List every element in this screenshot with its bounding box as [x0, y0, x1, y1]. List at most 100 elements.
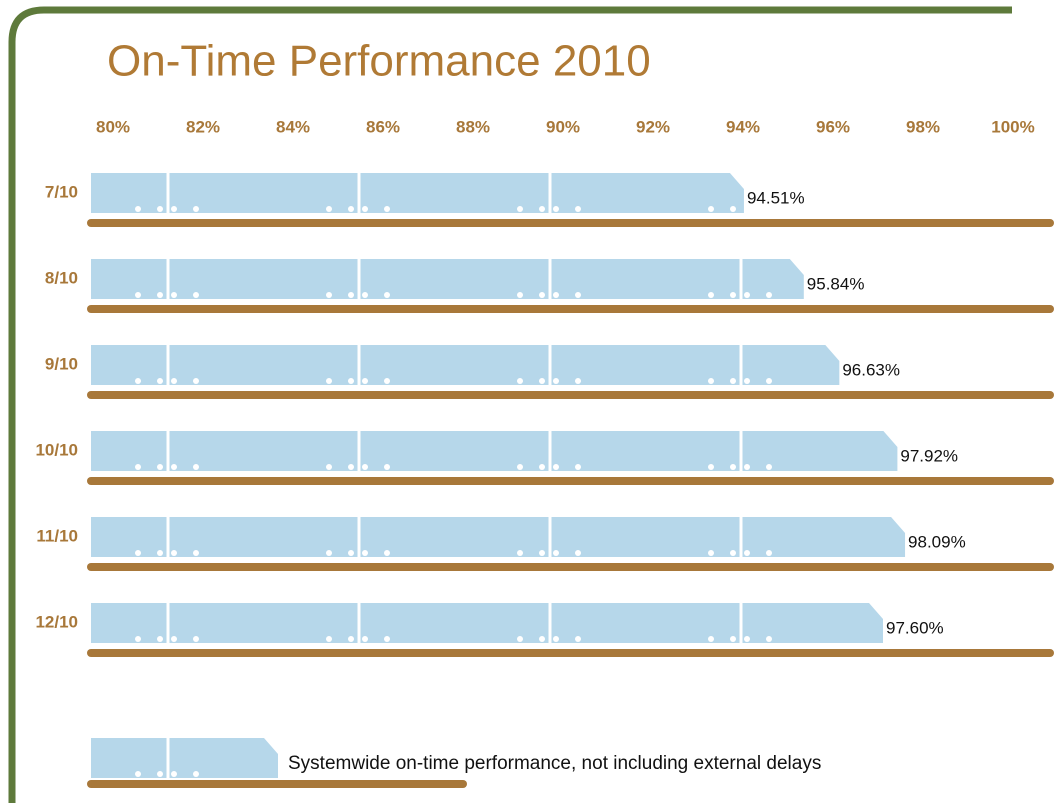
wheel	[326, 636, 332, 642]
wheel	[539, 292, 545, 298]
x-tick-label: 86%	[366, 117, 400, 136]
wheel	[362, 636, 368, 642]
wheel	[157, 636, 163, 642]
wheel	[193, 292, 199, 298]
x-tick-label: 80%	[96, 117, 130, 136]
legend-label: Systemwide on-time performance, not incl…	[288, 753, 821, 774]
value-label: 97.60%	[886, 618, 944, 637]
wheel	[575, 636, 581, 642]
wheel	[135, 206, 141, 212]
wheel	[171, 636, 177, 642]
wheel	[171, 771, 177, 777]
wheel	[362, 292, 368, 298]
value-label: 94.51%	[747, 188, 805, 207]
wheel	[575, 378, 581, 384]
wheel	[708, 550, 714, 556]
wheel	[193, 378, 199, 384]
wheel	[384, 636, 390, 642]
wheel	[517, 378, 523, 384]
wheel	[171, 292, 177, 298]
wheel	[539, 206, 545, 212]
wheel	[744, 464, 750, 470]
wheel	[766, 636, 772, 642]
wheel	[517, 292, 523, 298]
wheel	[575, 550, 581, 556]
category-label: 10/10	[35, 440, 78, 459]
wheel	[730, 206, 736, 212]
wheel	[326, 464, 332, 470]
bar	[91, 345, 839, 385]
x-tick-label: 94%	[726, 117, 760, 136]
chart: On-Time Performance 2010 80%82%84%86%88%…	[0, 0, 1061, 803]
wheel	[157, 206, 163, 212]
wheel	[193, 206, 199, 212]
wheel	[193, 550, 199, 556]
wheel	[348, 378, 354, 384]
wheel	[553, 464, 559, 470]
wheel	[348, 550, 354, 556]
value-label: 96.63%	[842, 360, 900, 379]
chart-title: On-Time Performance 2010	[107, 37, 651, 86]
wheel	[744, 550, 750, 556]
wheel	[766, 464, 772, 470]
x-tick-label: 100%	[991, 117, 1034, 136]
wheel	[171, 378, 177, 384]
bar	[91, 173, 744, 213]
category-label: 12/10	[35, 612, 78, 631]
frame	[12, 10, 1012, 803]
wheel	[517, 464, 523, 470]
wheel	[575, 206, 581, 212]
wheel	[348, 636, 354, 642]
x-tick-label: 84%	[276, 117, 310, 136]
wheel	[539, 636, 545, 642]
wheel	[553, 550, 559, 556]
wheel	[157, 378, 163, 384]
wheel	[326, 378, 332, 384]
wheel	[135, 292, 141, 298]
wheel	[193, 636, 199, 642]
wheel	[708, 636, 714, 642]
wheel	[730, 292, 736, 298]
wheel	[135, 771, 141, 777]
wheel	[157, 292, 163, 298]
wheel	[326, 550, 332, 556]
x-tick-label: 96%	[816, 117, 850, 136]
wheel	[766, 378, 772, 384]
value-label: 98.09%	[908, 532, 966, 551]
wheel	[348, 292, 354, 298]
wheel	[744, 378, 750, 384]
bar	[91, 431, 897, 471]
wheel	[171, 550, 177, 556]
wheel	[171, 206, 177, 212]
wheel	[384, 206, 390, 212]
wheel	[553, 636, 559, 642]
wheel	[135, 550, 141, 556]
wheel	[553, 378, 559, 384]
wheel	[744, 292, 750, 298]
category-label: 9/10	[45, 354, 78, 373]
wheel	[348, 206, 354, 212]
wheel	[384, 378, 390, 384]
wheel	[539, 464, 545, 470]
category-label: 7/10	[45, 182, 78, 201]
wheel	[384, 292, 390, 298]
wheel	[708, 292, 714, 298]
wheel	[730, 636, 736, 642]
wheel	[193, 464, 199, 470]
x-tick-label: 88%	[456, 117, 490, 136]
wheel	[730, 378, 736, 384]
x-tick-label: 92%	[636, 117, 670, 136]
wheel	[708, 464, 714, 470]
wheel	[135, 464, 141, 470]
value-label: 95.84%	[807, 274, 865, 293]
wheel	[384, 550, 390, 556]
wheel	[362, 206, 368, 212]
wheel	[326, 206, 332, 212]
wheel	[744, 636, 750, 642]
wheel	[517, 550, 523, 556]
wheel	[539, 378, 545, 384]
wheel	[157, 550, 163, 556]
wheel	[766, 550, 772, 556]
wheel	[135, 636, 141, 642]
wheel	[193, 771, 199, 777]
